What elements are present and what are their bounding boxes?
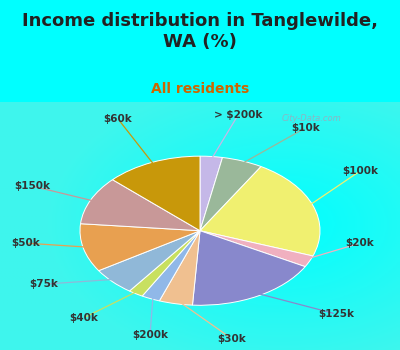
Text: $60k: $60k [104, 114, 132, 124]
Wedge shape [200, 156, 222, 231]
Wedge shape [112, 156, 200, 231]
Text: $150k: $150k [14, 181, 50, 191]
Wedge shape [80, 180, 200, 231]
Text: $100k: $100k [342, 166, 378, 176]
Wedge shape [142, 231, 200, 301]
Text: $40k: $40k [70, 313, 98, 323]
Text: $50k: $50k [12, 238, 40, 248]
Text: Income distribution in Tanglewilde,
WA (%): Income distribution in Tanglewilde, WA (… [22, 12, 378, 51]
Wedge shape [159, 231, 200, 305]
Wedge shape [130, 231, 200, 296]
Text: $30k: $30k [218, 334, 246, 344]
Wedge shape [80, 224, 200, 271]
Wedge shape [200, 231, 313, 267]
Wedge shape [200, 158, 261, 231]
Text: $20k: $20k [346, 238, 374, 248]
Wedge shape [200, 167, 320, 256]
Text: $75k: $75k [30, 279, 58, 289]
Wedge shape [192, 231, 305, 305]
Text: $10k: $10k [292, 122, 320, 133]
Text: All residents: All residents [151, 82, 249, 96]
Wedge shape [99, 231, 200, 291]
Text: $200k: $200k [132, 330, 168, 340]
Text: $125k: $125k [318, 309, 354, 319]
Text: City-Data.com: City-Data.com [282, 114, 342, 124]
Text: > $200k: > $200k [214, 110, 262, 120]
